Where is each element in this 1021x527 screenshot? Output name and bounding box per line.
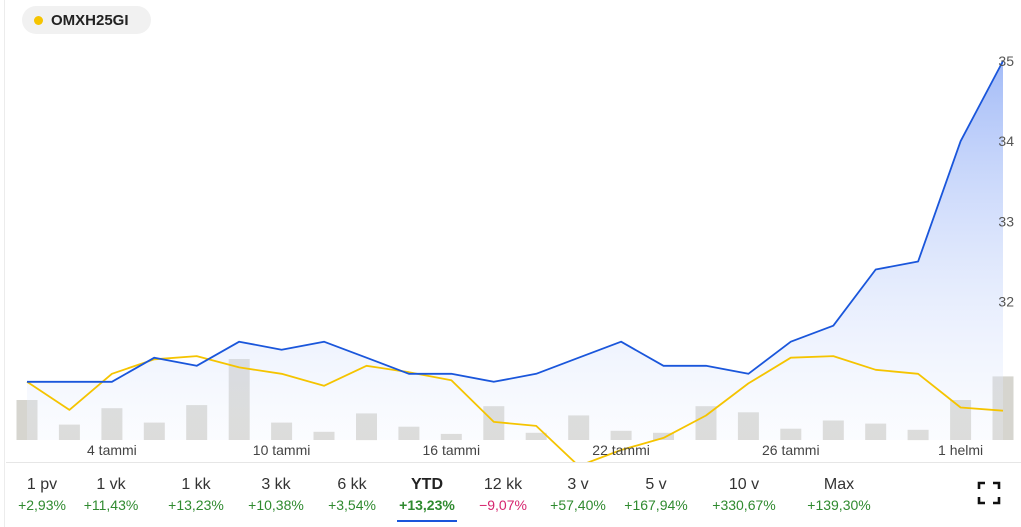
x-tick-label: 4 tammi [87,442,137,458]
range-label: 3 kk [261,476,291,493]
x-tick-label: 26 tammi [762,442,820,458]
series-lines [26,60,1004,462]
legend-dot-icon [34,15,43,25]
chart-panel [4,0,1021,527]
x-tick-label: 1 helmi [938,442,983,458]
x-tick-label: 16 tammi [423,442,481,458]
range-6-kk[interactable]: 6 kk +3,54% [312,470,392,522]
divider [6,462,1021,463]
range-change: +2,93% [18,497,66,513]
y-tick-label: 33 [998,213,1014,229]
range-change: −9,07% [479,497,527,513]
x-tick-label: 22 tammi [592,442,650,458]
range-3-kk[interactable]: 3 kk +10,38% [236,470,316,522]
primary-series-line [27,60,1004,383]
range-change: +11,43% [83,497,139,513]
price-chart: 32 33 34 35 4 tammi 10 tammi 16 tammi 22 tammi… [16,53,1014,462]
secondary-series-line [26,355,1004,462]
range-change: +167,94% [624,497,688,513]
range-label: 10 v [728,476,760,493]
range-12-kk[interactable]: 12 kk −9,07% [463,470,543,522]
y-tick-label: 34 [998,133,1014,149]
range-label: 3 v [567,476,589,493]
y-axis: 32 33 34 35 [998,53,1014,310]
x-tick-label: 10 tammi [253,442,311,458]
range-label: 5 v [645,476,667,493]
range-label: 1 pv [26,476,58,493]
range-1-vk[interactable]: 1 vk +11,43% [71,470,151,522]
range-label: YTD [411,476,443,493]
range-change: +13,23% [168,497,224,513]
range-change: +3,54% [328,497,376,513]
expand-icon[interactable] [976,480,1002,506]
expand-icon-graphic [977,481,1001,505]
range-5-v[interactable]: 5 v +167,94% [616,470,696,522]
y-tick-label: 32 [998,294,1014,310]
range-label: Max [823,476,855,493]
range-3-v[interactable]: 3 v +57,40% [538,470,618,522]
y-tick-label: 35 [998,53,1014,69]
range-selector: 1 pv +2,93% 1 vk +11,43% 1 kk +13,23% 3 kk +10,… [6,470,966,522]
range-label: 1 kk [181,476,211,493]
range-label: 12 kk [483,476,523,493]
range-10-v[interactable]: 10 v +330,67% [704,470,784,522]
range-change: +57,40% [550,497,606,513]
range-label: 1 vk [96,476,126,493]
range-change: +13,23% [399,497,455,513]
range-ytd[interactable]: YTD +13,23% [387,470,467,522]
active-range-underline [397,520,457,522]
range-label: 6 kk [337,476,367,493]
range-change: +10,38% [248,497,304,513]
range-1-pv[interactable]: 1 pv +2,93% [2,470,82,522]
legend-chip[interactable]: OMXH25GI [22,6,151,34]
area-fill-primary [27,61,1003,440]
area-fill [27,61,1003,440]
x-axis: 4 tammi 10 tammi 16 tammi 22 tammi 26 tammi 1… [87,442,983,458]
range-1-kk[interactable]: 1 kk +13,23% [156,470,236,522]
range-change: +139,30% [807,497,871,513]
legend-label: OMXH25GI [51,11,129,29]
range-change: +330,67% [712,497,776,513]
range-max[interactable]: Max +139,30% [799,470,879,522]
